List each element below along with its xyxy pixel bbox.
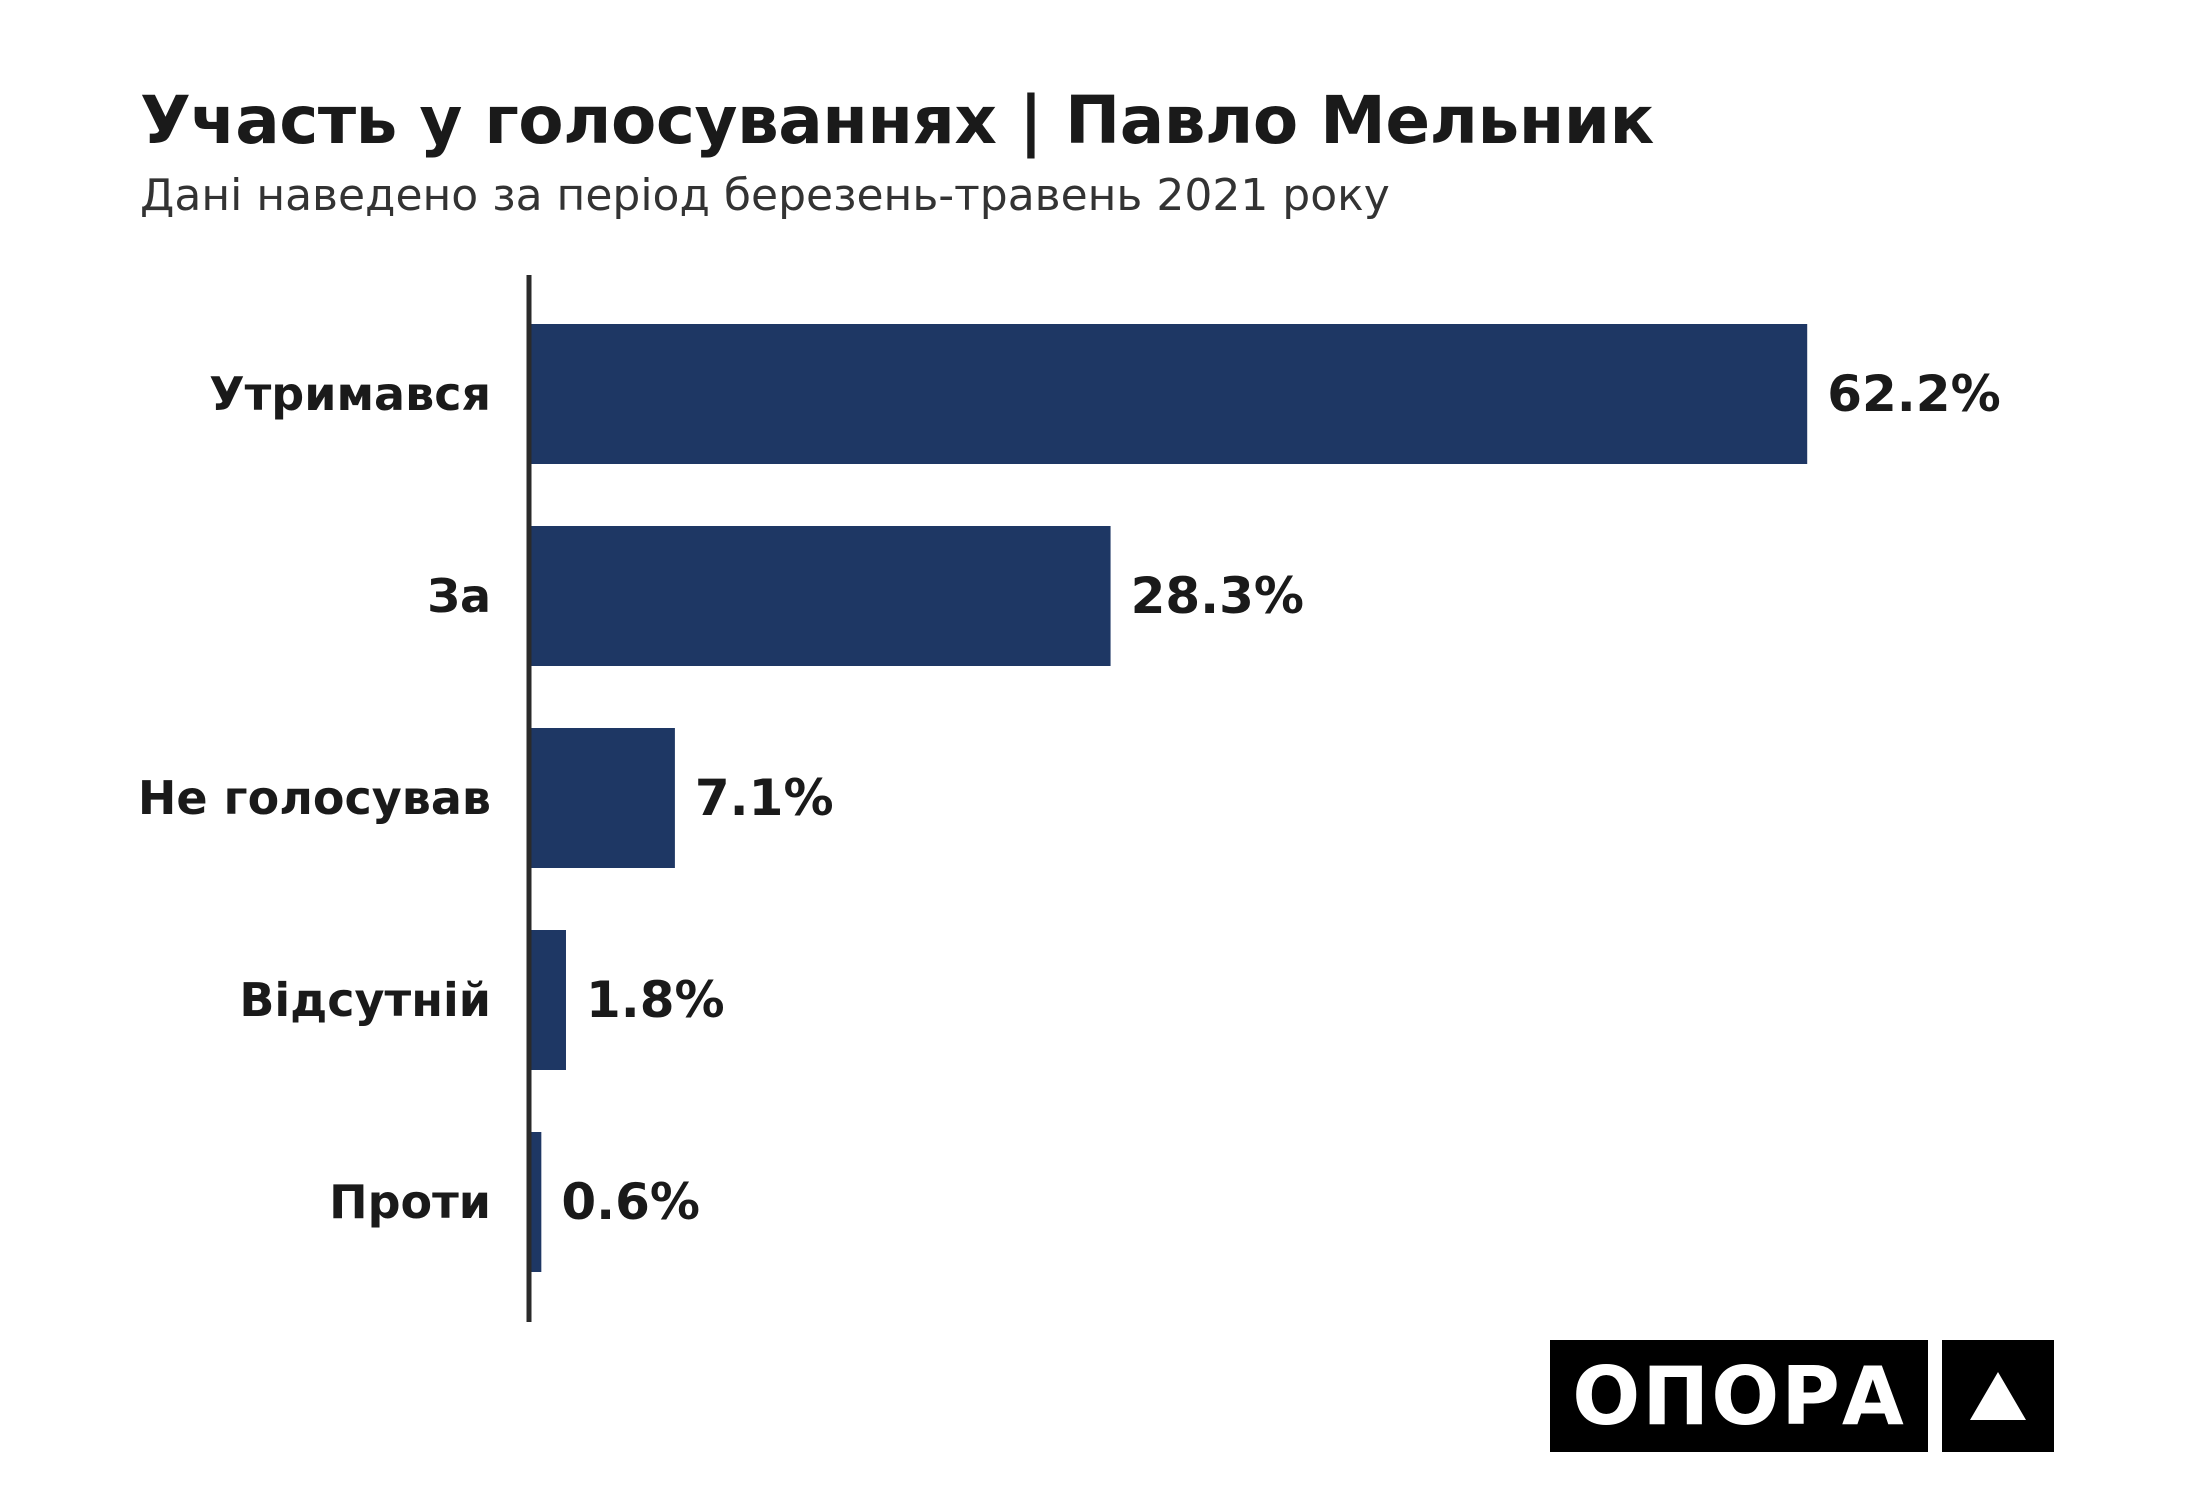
- category-label: За: [427, 569, 491, 623]
- chart-title: Участь у голосуваннях | Павло Мельник: [140, 82, 1654, 159]
- opora-logo: ОПОРА: [1550, 1340, 1928, 1452]
- category-label: Утримався: [209, 367, 491, 421]
- chart-subtitle: Дані наведено за період березень-травень…: [140, 170, 1390, 221]
- value-label-group: 62.2% 28.3% 7.1% 1.8% 0.6%: [561, 365, 2000, 1231]
- bar: [529, 930, 566, 1070]
- category-label: Не голосував: [138, 771, 491, 825]
- triangle-icon: [1970, 1372, 2026, 1420]
- category-label: Проти: [329, 1175, 491, 1229]
- bar-group: [529, 324, 1808, 1272]
- value-label: 7.1%: [695, 769, 834, 827]
- value-label: 0.6%: [561, 1173, 700, 1231]
- logo-mark: [1942, 1340, 2054, 1452]
- logo-text: ОПОРА: [1572, 1349, 1906, 1443]
- bar-chart: Утримався За Не голосував Відсутній Проти 62…: [138, 275, 2001, 1322]
- bar: [529, 728, 675, 868]
- bar: [529, 526, 1111, 666]
- category-label-group: Утримався За Не голосував Відсутній Проти: [138, 367, 491, 1229]
- value-label: 62.2%: [1827, 365, 2000, 423]
- category-label: Відсутній: [239, 973, 491, 1027]
- value-label: 1.8%: [586, 971, 725, 1029]
- bar: [529, 1132, 542, 1272]
- value-label: 28.3%: [1131, 567, 1304, 625]
- bar: [529, 324, 1808, 464]
